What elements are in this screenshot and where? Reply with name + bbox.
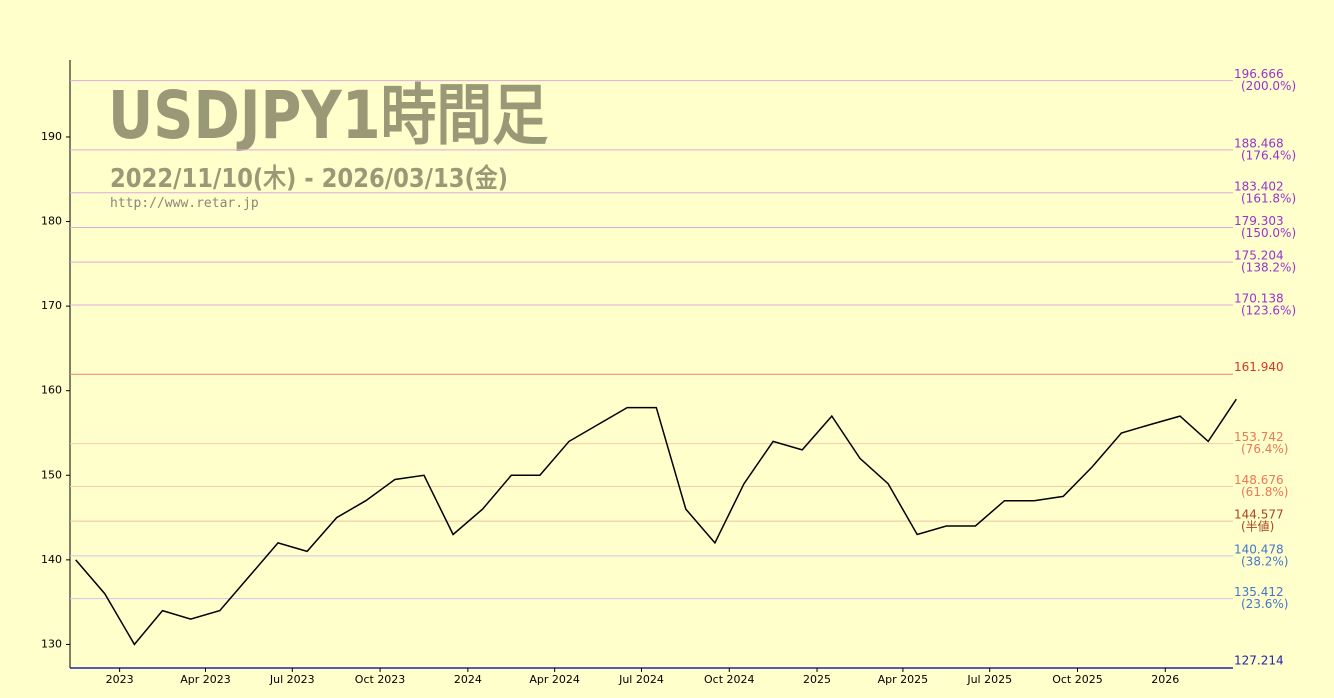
y-tick-label: 190 [41,130,62,143]
y-tick-label: 130 [41,637,62,650]
chart-subtitle: 2022/11/10(木) - 2026/03/13(金) [110,163,508,194]
x-tick-label: Oct 2023 [355,673,406,686]
x-tick-label: Apr 2025 [878,673,929,686]
level-price-label: 144.577 [1234,508,1284,522]
level-price-label: 153.742 [1234,430,1284,444]
level-price-label: 183.402 [1234,179,1284,193]
level-price-label: 135.412 [1234,585,1284,599]
level-price-label: 161.940 [1234,360,1284,374]
level-pct-label: (150.0%) [1241,226,1296,240]
level-pct-label: (123.6%) [1241,303,1296,317]
y-tick-label: 160 [41,384,62,397]
level-pct-label: (200.0%) [1241,79,1296,93]
level-pct-label: (76.4%) [1241,442,1288,456]
level-price-label: 170.138 [1234,291,1284,305]
level-pct-label: (23.6%) [1241,597,1288,611]
y-tick-label: 170 [41,299,62,312]
level-price-label: 179.303 [1234,214,1284,228]
x-tick-label: 2026 [1151,673,1179,686]
level-price-label: 175.204 [1234,249,1284,263]
level-pct-label: (161.8%) [1241,191,1296,205]
level-price-label: 127.214 [1234,654,1284,668]
x-tick-label: 2023 [106,673,134,686]
y-tick-label: 150 [41,468,62,481]
price-line [75,398,1237,646]
x-tick-label: Jul 2024 [618,673,664,686]
x-tick-label: Apr 2024 [529,673,580,686]
x-tick-label: 2025 [803,673,831,686]
level-pct-label: (38.2%) [1241,554,1288,568]
level-price-label: 188.468 [1234,136,1284,150]
level-price-label: 148.676 [1234,473,1284,487]
chart-title: USDJPY1時間足 [108,77,548,154]
level-pct-label: (138.2%) [1241,261,1296,275]
level-price-label: 196.666 [1234,67,1284,81]
source-url: http://www.retar.jp [110,196,259,211]
level-price-label: 140.478 [1234,542,1284,556]
level-pct-label: (半値) [1241,519,1274,534]
x-tick-label: Oct 2024 [704,673,755,686]
x-tick-label: Apr 2023 [180,673,231,686]
y-tick-label: 140 [41,553,62,566]
x-tick-label: 2024 [454,673,482,686]
x-tick-label: Oct 2025 [1052,673,1103,686]
x-tick-label: Jul 2023 [269,673,315,686]
level-pct-label: (176.4%) [1241,148,1296,162]
y-tick-label: 180 [41,215,62,228]
x-tick-label: Jul 2025 [966,673,1012,686]
level-pct-label: (61.8%) [1241,485,1288,499]
